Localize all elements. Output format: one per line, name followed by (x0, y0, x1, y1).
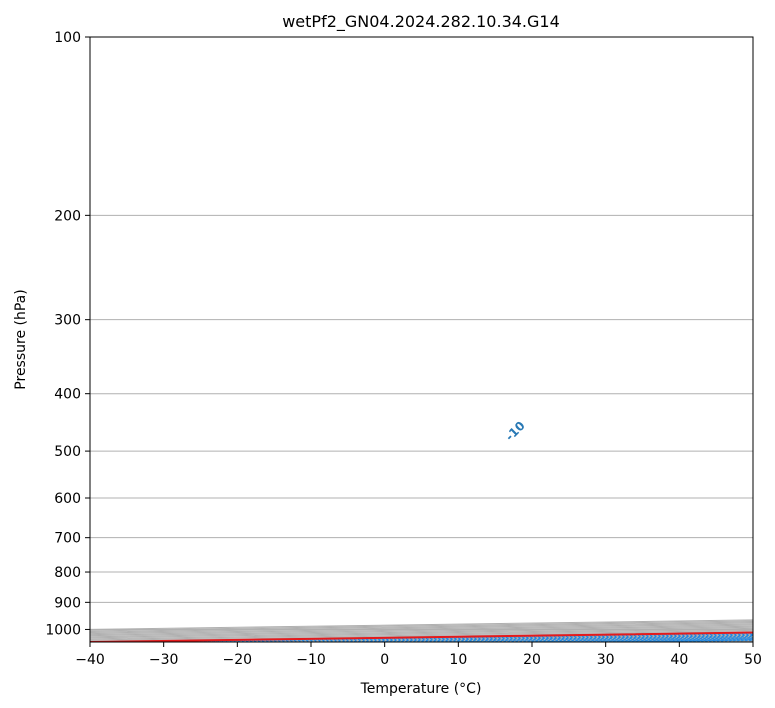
y-tick-label: 1000 (45, 622, 81, 638)
plot-background (90, 37, 753, 642)
x-tick-label: −40 (75, 652, 105, 668)
y-tick-label: 300 (54, 313, 81, 329)
y-tick-label: 500 (54, 444, 81, 460)
x-tick-label: 40 (670, 652, 688, 668)
chart-title: wetPf2_GN04.2024.282.10.34.G14 (282, 12, 560, 32)
y-tick-label: 100 (54, 30, 81, 46)
x-tick-label: −30 (149, 652, 179, 668)
y-tick-label: 200 (54, 208, 81, 224)
x-tick-label: 20 (523, 652, 541, 668)
y-tick-label: 600 (54, 491, 81, 507)
x-tick-label: 0 (380, 652, 389, 668)
y-tick-label: 400 (54, 387, 81, 403)
y-tick-label: 900 (54, 595, 81, 611)
x-tick-label: −10 (296, 652, 326, 668)
y-axis-title: Pressure (hPa) (13, 289, 29, 389)
x-tick-label: 50 (744, 652, 762, 668)
plot-frame (89, 36, 754, 643)
pressure-gridlines (90, 37, 753, 630)
y-tick-label: 800 (54, 565, 81, 581)
y-tick-label: 700 (54, 531, 81, 547)
x-axis-title: Temperature (°C) (360, 681, 482, 697)
x-tick-label: −20 (223, 652, 253, 668)
axes: −40 −30 −20 −10 0 10 20 30 40 50 100 200 300 400 500 60… (45, 30, 762, 668)
plot-area: 0.10.20.40.611.52346810131620253036-100-… (90, 37, 753, 642)
x-tick-label: 30 (597, 652, 615, 668)
x-tick-label: 10 (449, 652, 467, 668)
